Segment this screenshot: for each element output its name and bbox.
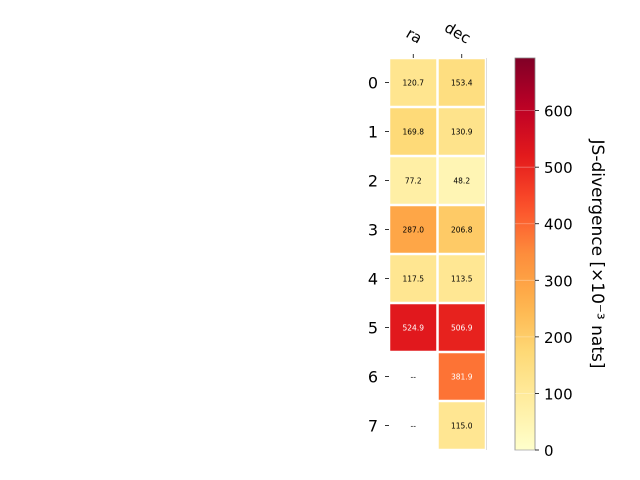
- y-tick-label: 3: [368, 221, 378, 240]
- cell-value-label: 153.4: [451, 79, 473, 88]
- heatmap-cell: [390, 59, 437, 106]
- cell-value-label: 48.2: [453, 177, 470, 186]
- x-axis: ra dec: [403, 18, 474, 58]
- x-tick-label: ra: [403, 24, 425, 47]
- y-tick-label: 7: [368, 417, 378, 436]
- cell-value-label: 115.0: [451, 422, 473, 431]
- y-axis: 0 1 2 3 4 5 6 7: [368, 74, 389, 436]
- colorbar-tick-label: 100: [544, 385, 573, 403]
- heatmap-cell: [390, 108, 437, 155]
- colorbar-tick-label: 300: [544, 272, 573, 290]
- cell-value-label: 113.5: [451, 275, 473, 284]
- cell-value-label: 524.9: [403, 324, 425, 333]
- y-tick-label: 5: [368, 319, 378, 338]
- cell-value-label: 169.8: [403, 128, 425, 137]
- heatmap-cell: [438, 353, 485, 400]
- cell-value-label: 206.8: [451, 226, 473, 235]
- y-tick-label: 0: [368, 74, 378, 93]
- colorbar: 0 100 200 300 400 500 600 JS-divergence [×10⁻³…: [514, 57, 607, 460]
- y-tick-label: 2: [368, 172, 378, 191]
- heatmap-cell: [390, 206, 437, 253]
- colorbar-tick-label: 200: [544, 329, 573, 347]
- cell-value-label: 120.7: [403, 79, 425, 88]
- heatmap-cell: [438, 402, 485, 449]
- y-tick-label: 6: [368, 368, 378, 387]
- cell-value-label: 130.9: [451, 128, 473, 137]
- heatmap-cell: [438, 206, 485, 253]
- heatmap-cell: [438, 304, 485, 351]
- colorbar-ticks: 0 100 200 300 400 500 600: [515, 103, 573, 460]
- cell-value-label: 77.2: [405, 177, 422, 186]
- heatmap-cell: [390, 304, 437, 351]
- heatmap-cell: [390, 255, 437, 302]
- cell-value-label: 287.0: [403, 226, 425, 235]
- heatmap-cell: [390, 157, 437, 204]
- cell-value-label: 117.5: [403, 275, 425, 284]
- x-tick-label: dec: [441, 18, 473, 47]
- colorbar-tick-label: 500: [544, 159, 573, 177]
- heatmap-cells: 120.7 153.4 169.8 130.9 77.2 48.2 287.0 206.8 11…: [390, 59, 485, 449]
- colorbar-tick-label: 0: [544, 442, 554, 460]
- y-tick-label: 1: [368, 123, 378, 142]
- y-tick-label: 4: [368, 270, 378, 289]
- cell-missing-label: --: [411, 422, 417, 431]
- colorbar-tick-label: 400: [544, 216, 573, 234]
- colorbar-gradient: [514, 57, 536, 451]
- cell-value-label: 381.9: [451, 373, 473, 382]
- cell-missing-label: --: [411, 373, 417, 382]
- heatmap-cell: [438, 157, 485, 204]
- colorbar-tick-label: 600: [544, 103, 573, 121]
- cell-value-label: 506.9: [451, 324, 473, 333]
- heatmap-cell: [438, 255, 485, 302]
- heatmap-cell: [438, 59, 485, 106]
- heatmap-cell: [438, 108, 485, 155]
- colorbar-label: JS-divergence [×10⁻³ nats]: [587, 139, 607, 369]
